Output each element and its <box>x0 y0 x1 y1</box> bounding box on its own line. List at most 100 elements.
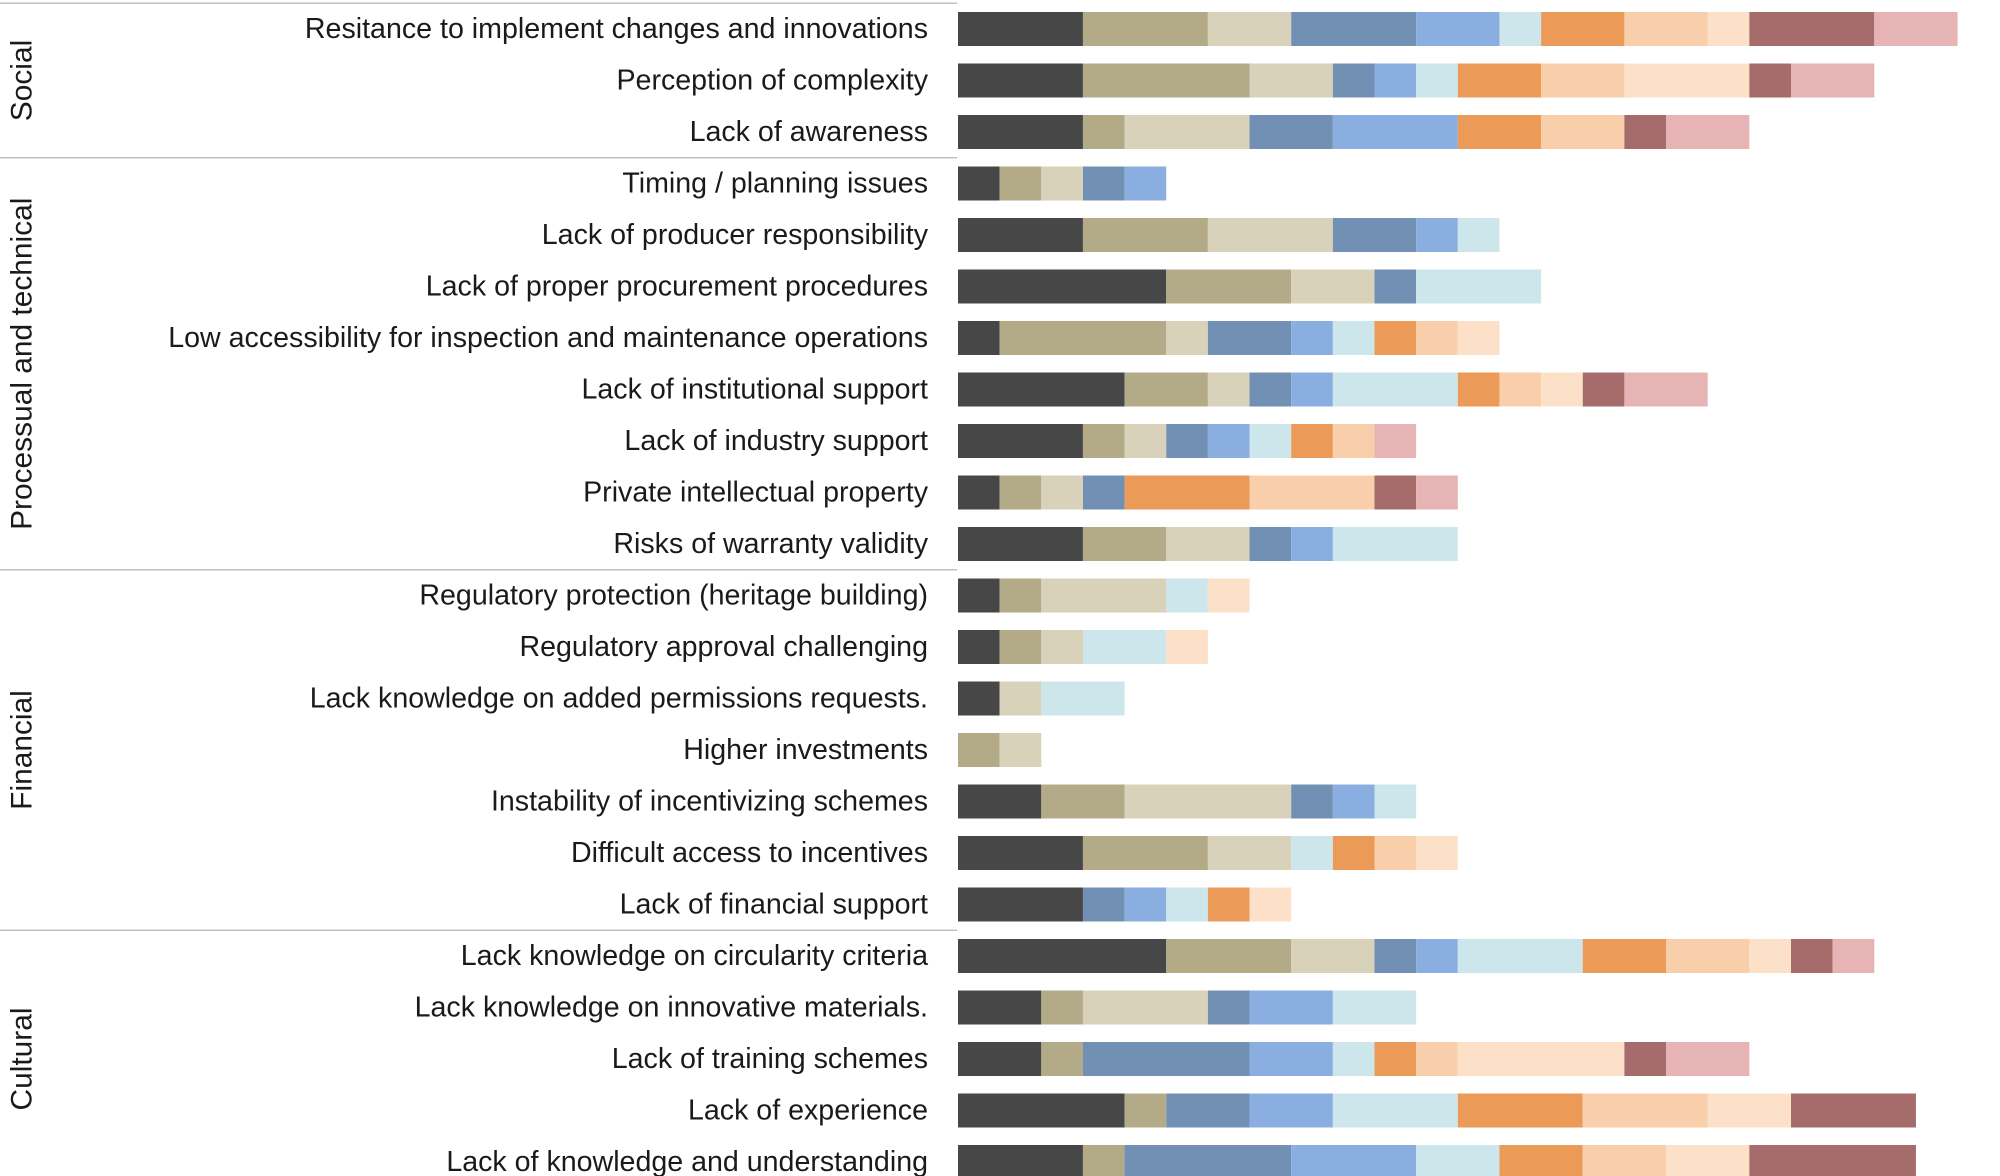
bar-segment-row4-seg0 <box>958 218 1083 252</box>
bar-segment-row21-seg9 <box>1791 1093 1916 1128</box>
bar-segment-row1-seg0 <box>958 63 1083 98</box>
bar-segment-row16-seg0 <box>958 836 1083 870</box>
bar-segment-row7-seg0 <box>958 372 1125 407</box>
bar-segment-row0-seg0 <box>958 12 1083 46</box>
bar-segment-row22-seg7 <box>1582 1145 1667 1176</box>
bar-segment-row15-seg3 <box>1291 784 1333 819</box>
bar-segment-row2-seg1 <box>1082 115 1125 149</box>
bar-segment-row12-seg2 <box>1041 630 1083 664</box>
category-label-lack-of-institutional-support: Lack of institutional support <box>581 374 928 406</box>
bar-segment-row16-seg1 <box>1082 836 1208 870</box>
bar-segment-row19-seg1 <box>1041 990 1083 1025</box>
bar-segment-row1-seg2 <box>1249 63 1333 98</box>
bars <box>958 12 1958 1176</box>
bar-segment-row7-seg8 <box>1541 372 1583 407</box>
category-label-lack-of-industry-support: Lack of industry support <box>624 425 928 457</box>
bar-segment-row6-seg2 <box>1166 321 1208 355</box>
category-label-lack-of-proper-procurement-procedures: Lack of proper procurement procedures <box>426 271 928 303</box>
bar-segment-row22-seg3 <box>1124 1145 1292 1176</box>
bar-segment-row15-seg5 <box>1374 784 1417 819</box>
category-label-regulatory-approval-challenging: Regulatory approval challenging <box>519 631 928 663</box>
bar-segment-row2-seg10 <box>1666 115 1750 149</box>
bar-segment-row18-seg8 <box>1749 939 1791 973</box>
category-label-lack-of-experience: Lack of experience <box>688 1095 928 1127</box>
bar-segment-row2-seg6 <box>1457 115 1542 149</box>
bar-segment-row16-seg8 <box>1416 836 1458 870</box>
bar-segment-row7-seg4 <box>1291 372 1333 407</box>
category-label-lack-knowledge-on-innovative-materials: Lack knowledge on innovative materials. <box>415 992 928 1024</box>
bar-segment-row2-seg7 <box>1541 115 1625 149</box>
bar-segment-row9-seg2 <box>1041 475 1083 510</box>
bar-segment-row9-seg10 <box>1416 475 1458 510</box>
bar-segment-row5-seg2 <box>1291 269 1375 304</box>
bar-segment-row18-seg6 <box>1582 939 1667 973</box>
bar-segment-row15-seg4 <box>1332 784 1375 819</box>
bar-segment-row22-seg6 <box>1499 1145 1583 1176</box>
bar-segment-row17-seg4 <box>1124 887 1167 922</box>
bar-segment-row22-seg4 <box>1291 1145 1417 1176</box>
bar-segment-row8-seg5 <box>1249 424 1292 458</box>
bar-segment-row9-seg7 <box>1249 475 1375 510</box>
bar-segment-row0-seg6 <box>1541 12 1625 46</box>
bar-segment-row4-seg1 <box>1082 218 1208 252</box>
bar-segment-row19-seg5 <box>1332 990 1417 1025</box>
bar-segment-row0-seg3 <box>1291 12 1417 46</box>
category-label-lack-of-financial-support: Lack of financial support <box>620 889 928 921</box>
bar-segment-row19-seg3 <box>1207 990 1250 1025</box>
bar-segment-row18-seg7 <box>1666 939 1750 973</box>
category-label-higher-investments: Higher investments <box>683 734 928 766</box>
group-label-cultural: Cultural <box>6 1008 39 1111</box>
bar-segment-row20-seg1 <box>1041 1042 1083 1076</box>
bar-segment-row9-seg6 <box>1124 475 1250 510</box>
bar-segment-row18-seg10 <box>1832 939 1875 973</box>
bar-segment-row10-seg0 <box>958 527 1083 561</box>
bar-segment-row21-seg4 <box>1249 1093 1333 1128</box>
bar-segment-row8-seg10 <box>1374 424 1417 458</box>
bar-segment-row1-seg10 <box>1791 63 1875 98</box>
bar-segment-row18-seg3 <box>1374 939 1417 973</box>
bar-segment-row1-seg8 <box>1624 63 1750 98</box>
category-label-lack-of-training-schemes: Lack of training schemes <box>612 1043 928 1075</box>
bar-segment-row15-seg1 <box>1041 784 1125 819</box>
bar-segment-row1-seg6 <box>1457 63 1542 98</box>
bar-segment-row13-seg5 <box>1041 681 1125 716</box>
bar-segment-row6-seg1 <box>999 321 1167 355</box>
bar-segment-row3-seg1 <box>999 166 1042 201</box>
bar-segment-row9-seg0 <box>958 475 1000 510</box>
bar-segment-row17-seg6 <box>1207 887 1250 922</box>
group-labels: Social Processual and technical Financial C… <box>6 40 39 1111</box>
bar-segment-row2-seg4 <box>1332 115 1458 149</box>
category-label-risks-of-warranty-validity: Risks of warranty validity <box>613 528 928 560</box>
bar-segment-row1-seg3 <box>1332 63 1375 98</box>
bar-segment-row14-seg1 <box>958 733 1000 767</box>
bar-segment-row4-seg3 <box>1332 218 1417 252</box>
bar-segment-row20-seg5 <box>1332 1042 1375 1076</box>
category-label-perception-of-complexity: Perception of complexity <box>616 65 928 97</box>
bar-segment-row18-seg2 <box>1291 939 1375 973</box>
bar-segment-row6-seg6 <box>1374 321 1417 355</box>
bar-segment-row8-seg7 <box>1332 424 1375 458</box>
bar-segment-row21-seg7 <box>1582 1093 1708 1128</box>
bar-segment-row16-seg6 <box>1332 836 1375 870</box>
bar-segment-row10-seg1 <box>1082 527 1167 561</box>
bar-segment-row14-seg2 <box>999 733 1042 767</box>
bar-segment-row7-seg9 <box>1582 372 1625 407</box>
bar-segment-row12-seg8 <box>1166 630 1208 664</box>
bar-segment-row1-seg7 <box>1541 63 1625 98</box>
bar-segment-row5-seg5 <box>1416 269 1542 304</box>
bar-segment-row20-seg10 <box>1666 1042 1750 1076</box>
category-label-difficult-access-to-incentives: Difficult access to incentives <box>571 837 928 869</box>
bar-segment-row20-seg4 <box>1249 1042 1333 1076</box>
bar-segment-row6-seg8 <box>1457 321 1500 355</box>
bar-segment-row9-seg9 <box>1374 475 1417 510</box>
bar-segment-row8-seg4 <box>1207 424 1250 458</box>
bar-segment-row21-seg5 <box>1332 1093 1458 1128</box>
bar-segment-row2-seg2 <box>1124 115 1250 149</box>
bar-segment-row3-seg3 <box>1082 166 1125 201</box>
bar-segment-row10-seg2 <box>1166 527 1250 561</box>
bar-segment-row22-seg1 <box>1082 1145 1125 1176</box>
bar-segment-row7-seg7 <box>1499 372 1542 407</box>
bar-segment-row0-seg7 <box>1624 12 1708 46</box>
bar-segment-row9-seg1 <box>999 475 1042 510</box>
